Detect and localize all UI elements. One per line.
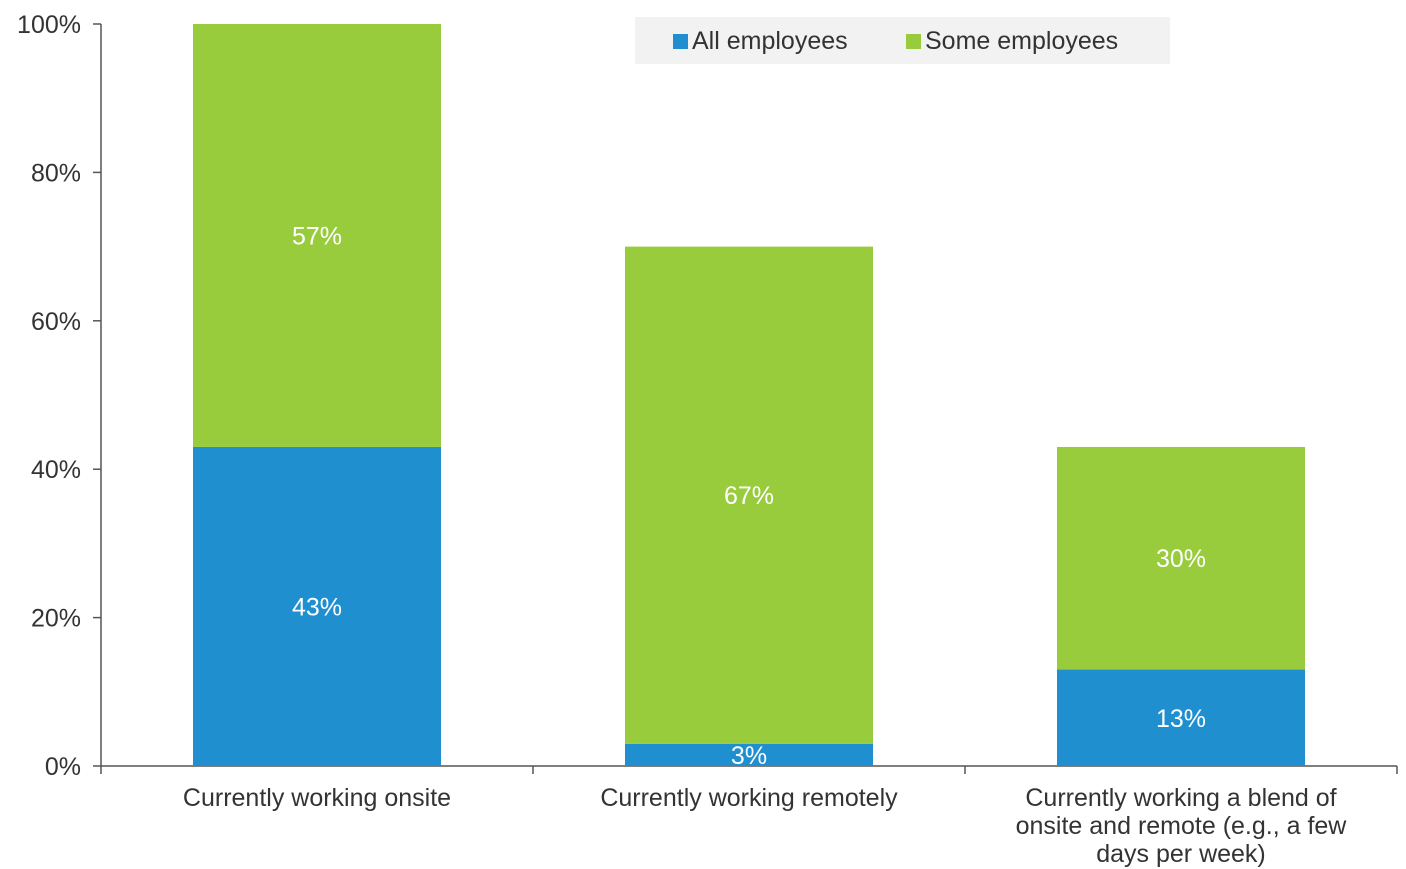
y-axis: 0% 20% 40% 60% 80% 100% xyxy=(17,11,102,781)
legend-swatch xyxy=(906,34,921,49)
data-label: 57% xyxy=(292,222,342,250)
data-label: 43% xyxy=(292,593,342,621)
bar-segment-all-employees xyxy=(625,743,873,766)
bar-segment-all-employees xyxy=(1057,669,1305,766)
category-labels: Currently working onsite Currently workin… xyxy=(183,784,1347,868)
legend-box xyxy=(635,17,1170,64)
legend: All employees Some employees xyxy=(635,17,1170,64)
y-tick-label: 100% xyxy=(17,11,81,39)
legend-label: Some employees xyxy=(925,27,1118,55)
bar-segment-some-employees xyxy=(1057,446,1305,670)
y-tick-label: 20% xyxy=(31,605,81,633)
category-label: Currently working a blend of onsite and r… xyxy=(1016,784,1348,868)
bar-segment-some-employees xyxy=(193,24,441,447)
category-label: Currently working remotely xyxy=(600,784,898,812)
y-tick-label: 0% xyxy=(45,753,81,781)
data-labels: 43% 57% 3% 67% 13% 30% xyxy=(292,222,1206,769)
bar-segment-some-employees xyxy=(625,246,873,744)
data-label: 30% xyxy=(1156,545,1206,573)
data-label: 3% xyxy=(731,742,767,770)
bar-segment-all-employees xyxy=(193,446,441,766)
y-tick-label: 40% xyxy=(31,456,81,484)
legend-label: All employees xyxy=(692,27,848,55)
y-tick-label: 60% xyxy=(31,308,81,336)
category-label: Currently working onsite xyxy=(183,784,451,812)
legend-swatch xyxy=(673,34,688,49)
bars xyxy=(193,24,1305,766)
y-tick-label: 80% xyxy=(31,159,81,187)
data-label: 67% xyxy=(724,482,774,510)
data-label: 13% xyxy=(1156,705,1206,733)
